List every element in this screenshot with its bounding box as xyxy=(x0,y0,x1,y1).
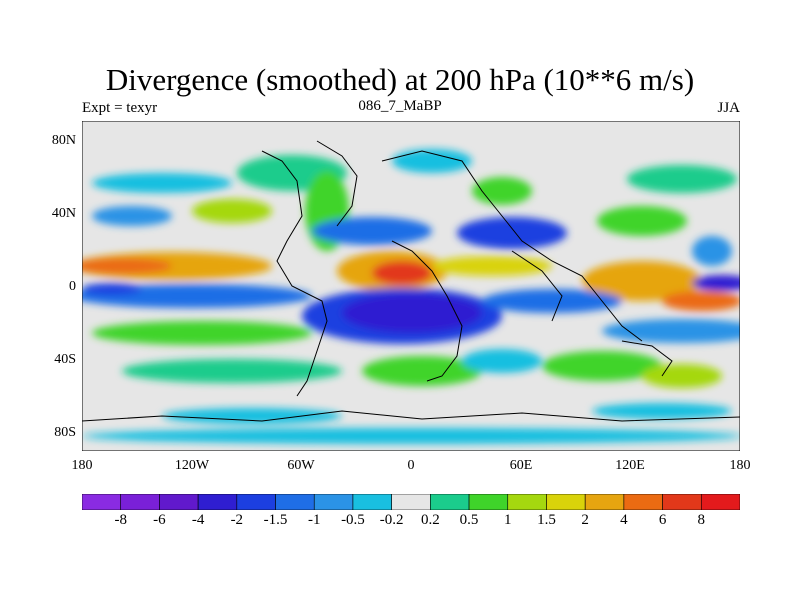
lon-label: 60E xyxy=(509,458,533,473)
colorbar-label: -8 xyxy=(114,512,127,528)
lat-label: 80N xyxy=(51,133,76,148)
lon-label: 120E xyxy=(615,458,645,473)
lon-label: 60W xyxy=(287,458,315,473)
colorbar-swatch xyxy=(236,494,276,510)
colorbar-label: 0.5 xyxy=(459,512,479,528)
colorbar-swatch xyxy=(313,494,354,510)
colorbar-label: 1.5 xyxy=(537,512,556,528)
colorbar-label: -4 xyxy=(191,512,205,528)
colorbar-label: -1 xyxy=(307,512,321,528)
colorbar-label: -2 xyxy=(230,512,244,528)
lat-label: 40S xyxy=(54,352,76,367)
colorbar-swatch xyxy=(623,494,663,510)
colorbar-label: -0.5 xyxy=(341,512,365,528)
colorbar-swatch xyxy=(468,494,509,510)
colorbar-swatch xyxy=(546,494,586,510)
colorbar-swatch xyxy=(584,494,625,510)
lat-label: 0 xyxy=(69,279,76,294)
colorbar-swatch xyxy=(275,494,315,510)
colorbar-swatch xyxy=(700,494,740,510)
case-label: 086_7_MaBP xyxy=(358,98,442,114)
colorbar-label: -6 xyxy=(153,512,166,528)
colorbar-swatch xyxy=(159,494,199,510)
lon-label: 180 xyxy=(71,458,93,473)
colorbar-swatch xyxy=(197,494,238,510)
colorbar-label: 2 xyxy=(581,512,589,528)
colorbar-label: 8 xyxy=(697,512,706,528)
map-title: Divergence (smoothed) at 200 hPa (10**6 … xyxy=(105,62,695,97)
colorbar-label: 4 xyxy=(620,512,628,528)
colorbar-swatch xyxy=(662,494,702,510)
colorbar xyxy=(82,494,740,510)
lon-label: 180 xyxy=(729,458,751,473)
colorbar-label: 1 xyxy=(504,512,512,528)
colorbar-swatch xyxy=(120,494,160,510)
lon-label: 120W xyxy=(174,458,210,473)
colorbar-swatch xyxy=(82,494,122,510)
colorbar-swatch xyxy=(352,494,392,510)
colorbar-label: -1.5 xyxy=(263,512,288,528)
colorbar-label: 0.2 xyxy=(420,512,440,528)
season-label: JJA xyxy=(717,100,740,116)
lat-label: 80S xyxy=(54,425,76,440)
lon-label: 0 xyxy=(407,458,415,473)
colorbar-label: 6 xyxy=(658,512,667,528)
colorbar-swatch xyxy=(507,494,547,510)
colorbar-swatch xyxy=(391,494,431,510)
colorbar-swatch xyxy=(430,494,470,510)
experiment-label: Expt = texyr xyxy=(82,100,158,116)
divergence-map xyxy=(82,121,740,451)
lat-label: 40N xyxy=(51,206,76,221)
colorbar-label: -0.2 xyxy=(379,512,404,528)
